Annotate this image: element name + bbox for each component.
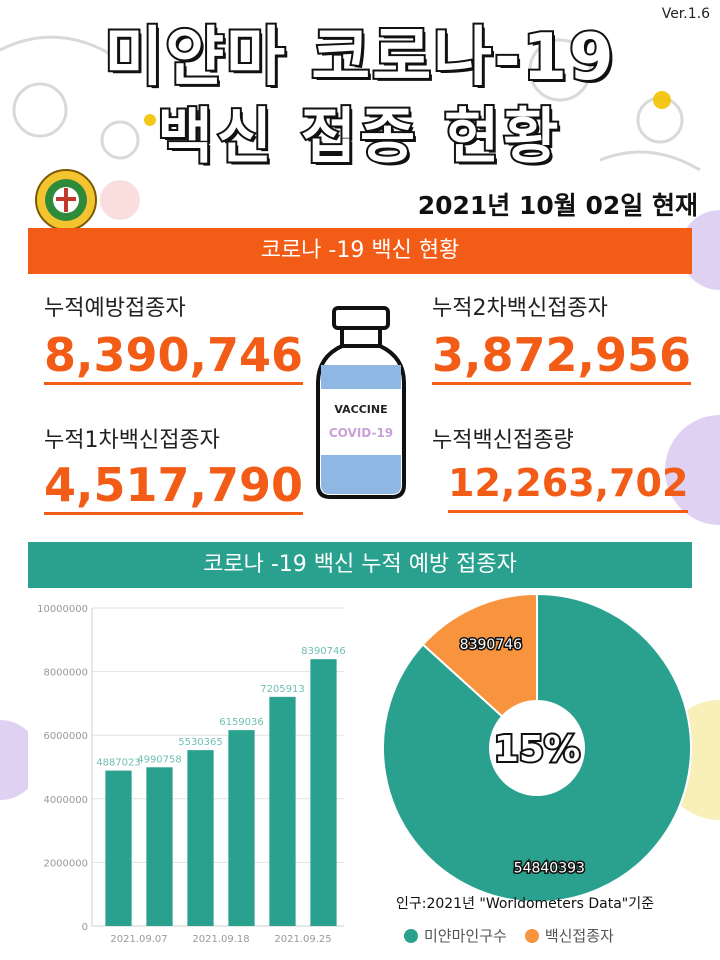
legend-label-population: 미얀마인구수 [424,927,507,945]
version-label: Ver.1.6 [661,6,710,22]
legend-item-vaccinated: 백신접종자 [524,925,614,946]
bar-data-label: 7205913 [260,684,305,695]
bar-data-label: 4990758 [137,754,182,765]
stat-label-first-dose: 누적1차백신접종자 [44,428,220,453]
legend-swatch-population [404,928,418,943]
bar [310,659,337,926]
y-tick-label: 4000000 [43,795,88,806]
vaccine-status-banner: 코로나 -19 백신 현황 [28,228,692,274]
x-tick-label: 2021.09.18 [192,934,249,945]
stat-value-total-doses: 12,263,702 [448,458,689,513]
bar-data-label: 8390746 [301,646,346,657]
bar-data-label: 5530365 [178,737,223,748]
bar [228,730,255,926]
y-tick-label: 10000000 [37,604,88,615]
stat-value-second-dose: 3,872,956 [432,330,691,385]
x-tick-label: 2021.09.25 [274,934,331,945]
bar [146,767,173,926]
data-source-note: 인구:2021년 "Worldometers Data"기준 [395,896,655,912]
y-tick-label: 2000000 [43,858,88,869]
y-tick-label: 0 [82,922,88,933]
stat-value-total-vaccinated: 8,390,746 [44,330,303,385]
page-title: 미얀마 코로나-19 [102,19,616,97]
page-subtitle: 백신 접종 현황 [156,100,563,174]
stat-value-first-dose: 4,517,790 [44,460,303,515]
bar-data-label: 4887023 [96,758,141,769]
as-of-date: 2021년 10월 02일 현재 [417,191,698,220]
bar [187,750,214,926]
y-tick-label: 8000000 [43,668,88,679]
donut-hole [489,700,585,796]
legend-item-population: 미얀마인구수 [404,925,507,946]
bar [105,770,132,926]
donut-center-percent: 15% [494,729,580,770]
stat-label-second-dose: 누적2차백신접종자 [432,296,608,321]
donut-legend: 미얀마인구수 백신접종자 [404,925,614,946]
bar-chart-container: 0 2000000 4000000 6000000 8000000 10000000 488… [28,592,348,952]
population-donut-chart: 54840393 8390746 15% [382,592,692,903]
donut-slice-label: 8390746 [460,637,522,653]
bar-data-label: 6159036 [219,717,264,728]
stat-label-total-vaccinated: 누적예방접종자 [44,296,186,321]
cumulative-bar-chart: 0 2000000 4000000 6000000 8000000 10000000 488… [37,604,346,945]
stat-label-total-doses: 누적백신접종량 [432,428,574,453]
vial-text-covid: COVID-19 [329,426,393,440]
vial-text-vaccine: VACCINE [334,403,387,416]
y-tick-label: 6000000 [43,731,88,742]
health-ministry-logo-icon [35,169,97,231]
x-tick-label: 2021.09.07 [110,934,167,945]
vaccine-vial-icon: VACCINE COVID-19 [316,306,406,499]
donut-chart-container: 54840393 8390746 15% [360,592,720,904]
legend-swatch-vaccinated [524,928,539,943]
legend-label-vaccinated: 백신접종자 [544,927,614,945]
donut-slice-label: 54840393 [514,860,585,876]
bar [269,696,296,926]
cumulative-vaccination-banner: 코로나 -19 백신 누적 예방 접종자 [28,542,692,588]
